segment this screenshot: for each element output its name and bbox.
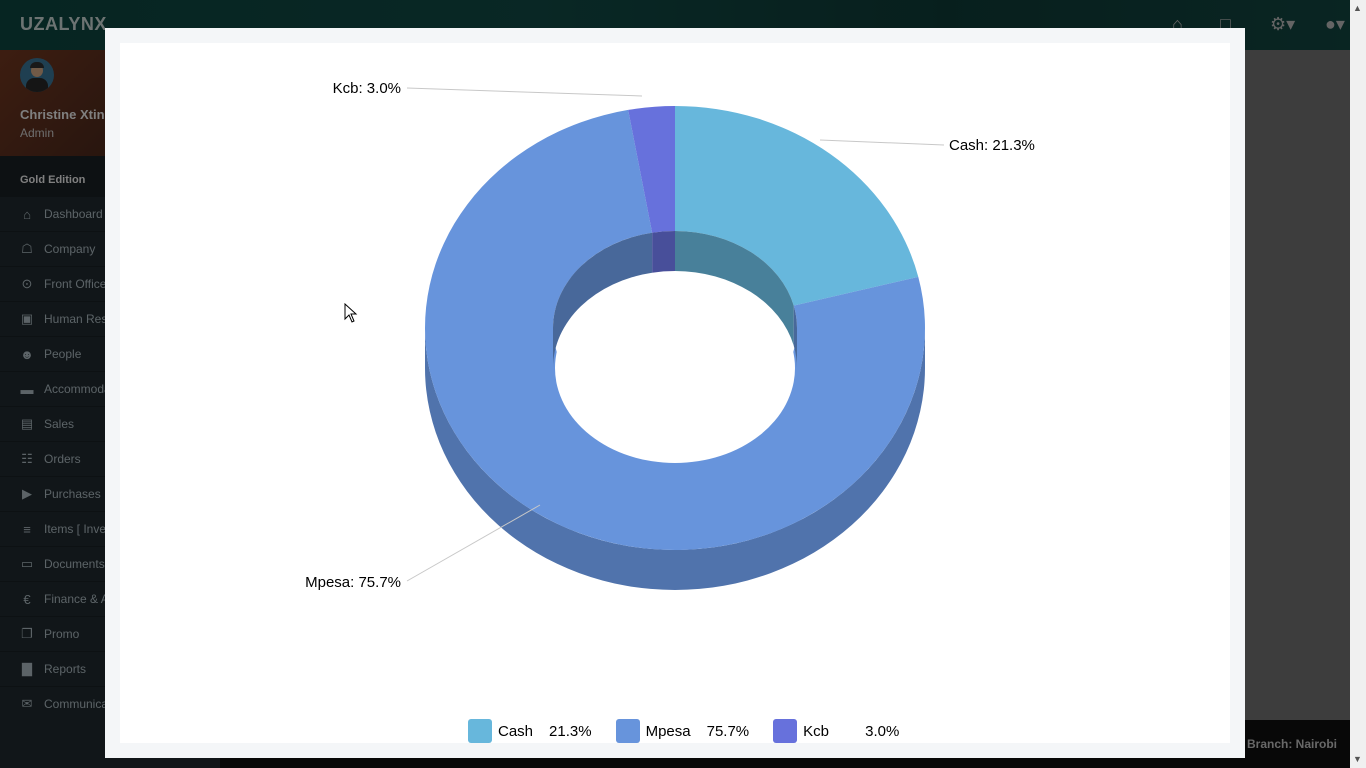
legend-name: Mpesa bbox=[645, 722, 691, 740]
slice-side-mpesa bbox=[425, 328, 925, 590]
chart-legend: Cash 21.3% Mpesa 75.7% Kcb 3.0% bbox=[468, 719, 899, 743]
legend-value: 21.3% bbox=[549, 722, 592, 740]
legend-swatch bbox=[615, 719, 640, 743]
donut-chart: Cash: 21.3% Mpesa: 75.7% Kcb: 3.0% bbox=[305, 80, 1035, 591]
slice-label-kcb: Kcb: 3.0% bbox=[333, 80, 401, 97]
legend-item-cash[interactable]: Cash 21.3% bbox=[468, 719, 592, 743]
slice-inner-wall-mpesa bbox=[553, 232, 653, 368]
legend-item-mpesa[interactable]: Mpesa 75.7% bbox=[615, 719, 750, 743]
chart-modal: Cash: 21.3% Mpesa: 75.7% Kcb: 3.0% Cash 21.… bbox=[105, 28, 1245, 758]
slice-mpesa bbox=[425, 109, 926, 551]
legend-swatch bbox=[468, 719, 492, 743]
page-scrollbar[interactable]: ▲ ▼ bbox=[1350, 0, 1366, 768]
scroll-down-icon[interactable]: ▼ bbox=[1353, 754, 1362, 764]
legend-name: Kcb bbox=[803, 722, 830, 740]
scroll-up-icon[interactable]: ▲ bbox=[1353, 3, 1362, 13]
legend-value: 75.7% bbox=[706, 722, 750, 740]
legend-name: Cash bbox=[498, 722, 534, 740]
slice-label-cash: Cash: 21.3% bbox=[949, 137, 1035, 154]
label-line-cash bbox=[819, 139, 945, 146]
mouse-cursor-icon bbox=[344, 303, 358, 323]
slice-cash bbox=[675, 106, 919, 306]
slice-label-mpesa: Mpesa: 75.7% bbox=[305, 574, 401, 591]
legend-swatch bbox=[773, 719, 798, 743]
legend-item-kcb[interactable]: Kcb 3.0% bbox=[773, 719, 899, 743]
label-line-kcb bbox=[406, 87, 643, 97]
legend-value: 3.0% bbox=[865, 722, 900, 740]
slice-inner-wall-mpesa bbox=[793, 305, 797, 368]
slice-inner-wall-cash bbox=[675, 231, 794, 346]
donut-hole bbox=[555, 273, 795, 463]
chart-container: Cash: 21.3% Mpesa: 75.7% Kcb: 3.0% Cash 21.… bbox=[120, 43, 1230, 743]
slice-kcb bbox=[628, 106, 675, 233]
label-line-mpesa bbox=[406, 504, 541, 582]
slice-inner-wall-kcb bbox=[652, 231, 675, 273]
